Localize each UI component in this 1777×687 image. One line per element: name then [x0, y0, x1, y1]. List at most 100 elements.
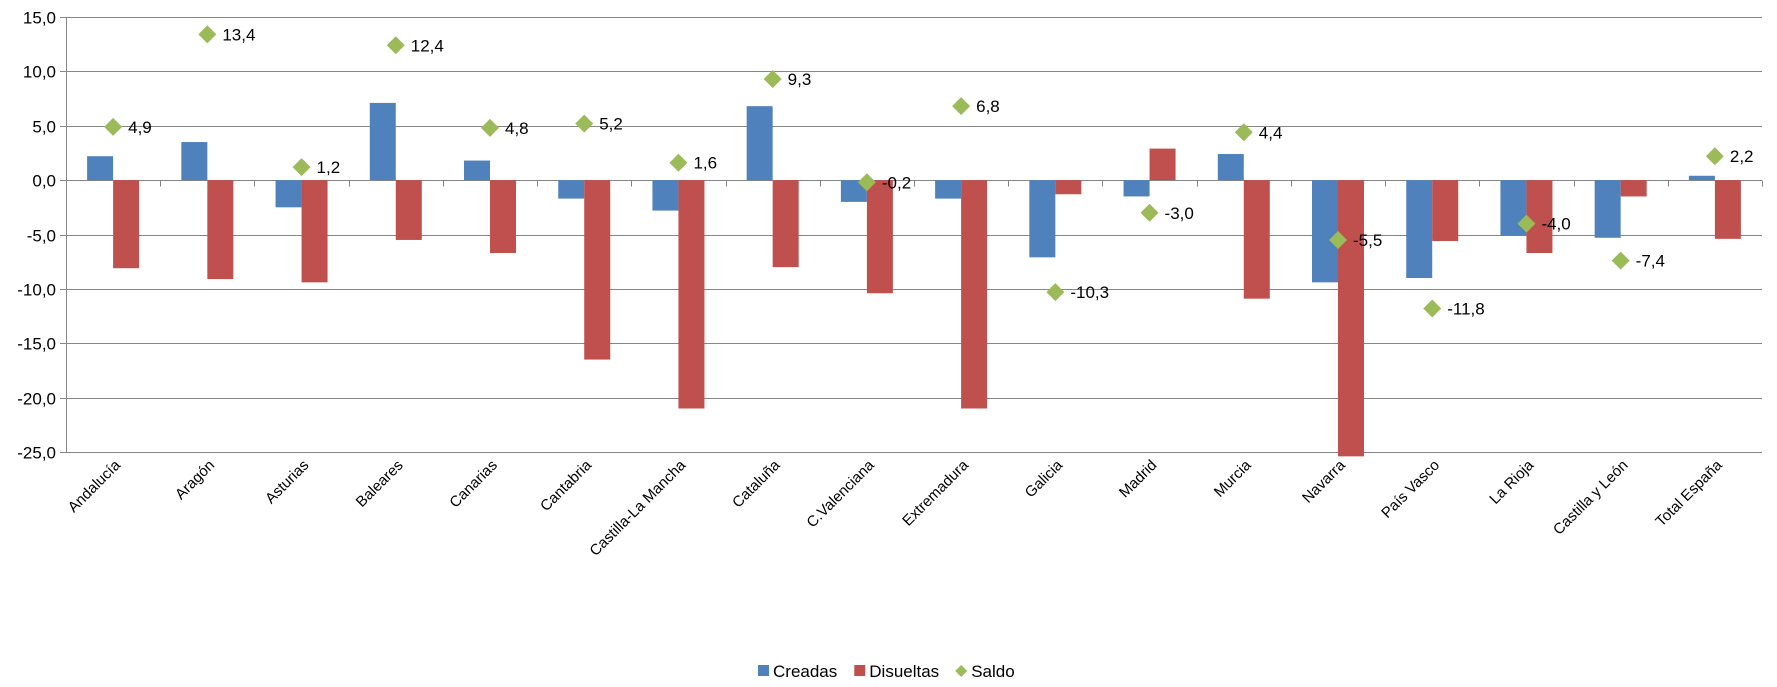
y-tick-label: 15,0	[23, 9, 56, 28]
bar-disueltas-0	[113, 180, 140, 269]
bar-disueltas-12	[1243, 180, 1270, 299]
bar-creadas-6	[652, 180, 679, 211]
marker-saldo-7	[763, 69, 782, 88]
data-label-saldo: 1,2	[317, 158, 341, 177]
bar-creadas-3	[369, 102, 396, 181]
bar-creadas-12	[1217, 154, 1244, 181]
bar-disueltas-14	[1432, 180, 1459, 242]
data-label-saldo: 4,9	[128, 118, 152, 137]
data-label-saldo: -7,4	[1636, 252, 1665, 271]
marker-saldo-1	[198, 25, 217, 44]
bar-disueltas-2	[301, 180, 328, 283]
bar-creadas-4	[464, 160, 490, 181]
x-tick-label: Asturias	[262, 457, 312, 507]
x-tick-label: Aragón	[172, 457, 218, 503]
bar-disueltas-6	[678, 180, 705, 409]
x-tick-label: Cataluña	[729, 456, 784, 511]
legend-swatch-creadas	[758, 665, 769, 676]
data-label-saldo: -3,0	[1165, 204, 1194, 223]
data-label-saldo: -4,0	[1541, 215, 1570, 234]
legend-swatch-disueltas	[854, 665, 866, 676]
y-tick-label: 5,0	[32, 118, 56, 137]
x-tick-label: Andalucía	[65, 456, 125, 516]
data-label-saldo: -5,5	[1353, 231, 1382, 250]
bar-creadas-1	[181, 142, 208, 181]
bar-disueltas-13	[1338, 180, 1364, 457]
x-tick-label: Extremadura	[899, 456, 972, 529]
label-layer: 4,9 13,4 1,2 12,4 4,8 5,2 1,6 9,3 -0,2 6,8 -10,3 -3…	[128, 25, 1753, 318]
bar-disueltas-10	[1055, 180, 1082, 195]
x-tick-label: Madrid	[1116, 457, 1160, 501]
data-label-saldo: -11,8	[1447, 299, 1485, 318]
marker-layer	[104, 25, 1724, 318]
marker-saldo-12	[1234, 123, 1253, 142]
y-tick-label: 10,0	[23, 63, 56, 82]
x-tick-label: C.Valenciana	[803, 456, 878, 531]
x-tick-label: Baleares	[353, 457, 407, 511]
data-label-saldo: 4,4	[1259, 123, 1283, 142]
legend-label-creadas: Creadas	[773, 662, 837, 681]
legend-label-saldo: Saldo	[971, 662, 1014, 681]
bar-creadas-9	[935, 180, 962, 199]
data-label-saldo: 9,3	[788, 70, 812, 89]
bar-creadas-16	[1594, 180, 1621, 238]
y-tick-label: -25,0	[17, 444, 56, 463]
x-tick-label: Cantabria	[537, 456, 595, 514]
marker-saldo-2	[292, 158, 311, 177]
data-label-saldo: 4,8	[505, 119, 529, 138]
marker-saldo-4	[481, 118, 499, 137]
marker-saldo-9	[952, 97, 971, 116]
bar-disueltas-1	[207, 180, 234, 280]
data-label-saldo: 6,8	[976, 97, 1000, 116]
marker-saldo-10	[1046, 283, 1065, 302]
marker-saldo-11	[1140, 203, 1159, 222]
bar-creadas-13	[1312, 180, 1338, 283]
bar-disueltas-8	[866, 180, 893, 294]
data-label-saldo: 13,4	[222, 25, 255, 44]
bar-layer	[87, 102, 1741, 457]
data-label-saldo: -0,2	[882, 173, 911, 192]
bar-disueltas-5	[584, 180, 611, 360]
bar-creadas-10	[1029, 180, 1056, 258]
bar-disueltas-15	[1526, 180, 1553, 253]
bar-creadas-0	[87, 156, 114, 181]
marker-saldo-14	[1423, 299, 1442, 318]
x-tick-label: Galicia	[1022, 456, 1067, 501]
legend: Creadas Disueltas Saldo	[758, 662, 1015, 681]
bar-creadas-14	[1406, 180, 1433, 278]
y-tick-label: 0,0	[32, 172, 56, 191]
x-tick-label: La Rioja	[1486, 456, 1537, 507]
marker-saldo-0	[104, 117, 123, 136]
bar-creadas-11	[1123, 180, 1150, 197]
marker-saldo-17	[1705, 147, 1724, 166]
bar-disueltas-16	[1620, 180, 1647, 197]
marker-saldo-8	[857, 173, 876, 192]
y-tick-label: -10,0	[17, 281, 56, 300]
bar-creadas-2	[275, 180, 302, 208]
marker-saldo-3	[386, 36, 405, 55]
marker-saldo-16	[1611, 251, 1630, 270]
x-tick-label: País Vasco	[1378, 457, 1443, 522]
data-label-saldo: -10,3	[1070, 283, 1109, 302]
data-label-saldo: 2,2	[1730, 147, 1754, 166]
bar-creadas-7	[746, 106, 773, 181]
grid-layer	[66, 17, 1762, 453]
bar-disueltas-17	[1714, 180, 1741, 239]
bar-disueltas-9	[961, 180, 988, 409]
x-tick-label: Castilla-La Mancha	[586, 456, 689, 559]
y-tick-label: -20,0	[17, 390, 56, 409]
x-tick-label: Navarra	[1299, 456, 1349, 506]
legend-label-disueltas: Disueltas	[869, 662, 939, 681]
x-tick-label: Total España	[1652, 456, 1726, 530]
marker-saldo-13	[1329, 230, 1347, 249]
bar-disueltas-11	[1149, 148, 1176, 181]
bar-creadas-17	[1688, 175, 1715, 181]
legend-swatch-saldo	[955, 665, 968, 677]
bar-disueltas-3	[395, 180, 422, 240]
data-label-saldo: 12,4	[411, 36, 444, 55]
data-label-saldo: 1,6	[693, 154, 717, 173]
x-tick-label: Castilla y León	[1550, 457, 1632, 539]
bar-disueltas-4	[490, 180, 516, 253]
